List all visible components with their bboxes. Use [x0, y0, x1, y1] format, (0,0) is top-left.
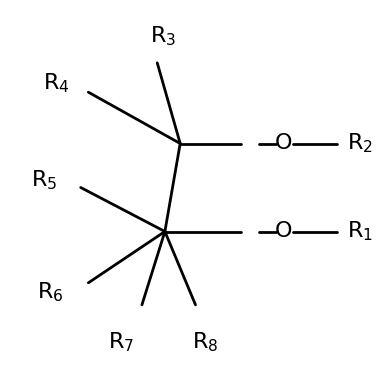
- Text: R$_4$: R$_4$: [43, 71, 69, 95]
- Text: R$_5$: R$_5$: [31, 168, 58, 192]
- Text: R$_3$: R$_3$: [150, 25, 176, 48]
- Text: R$_7$: R$_7$: [108, 330, 134, 354]
- Text: R$_6$: R$_6$: [37, 280, 63, 304]
- Text: O: O: [275, 222, 292, 242]
- Text: R$_2$: R$_2$: [347, 132, 373, 155]
- Text: R$_1$: R$_1$: [347, 220, 373, 243]
- Text: R$_8$: R$_8$: [192, 330, 218, 354]
- Text: O: O: [275, 134, 292, 153]
